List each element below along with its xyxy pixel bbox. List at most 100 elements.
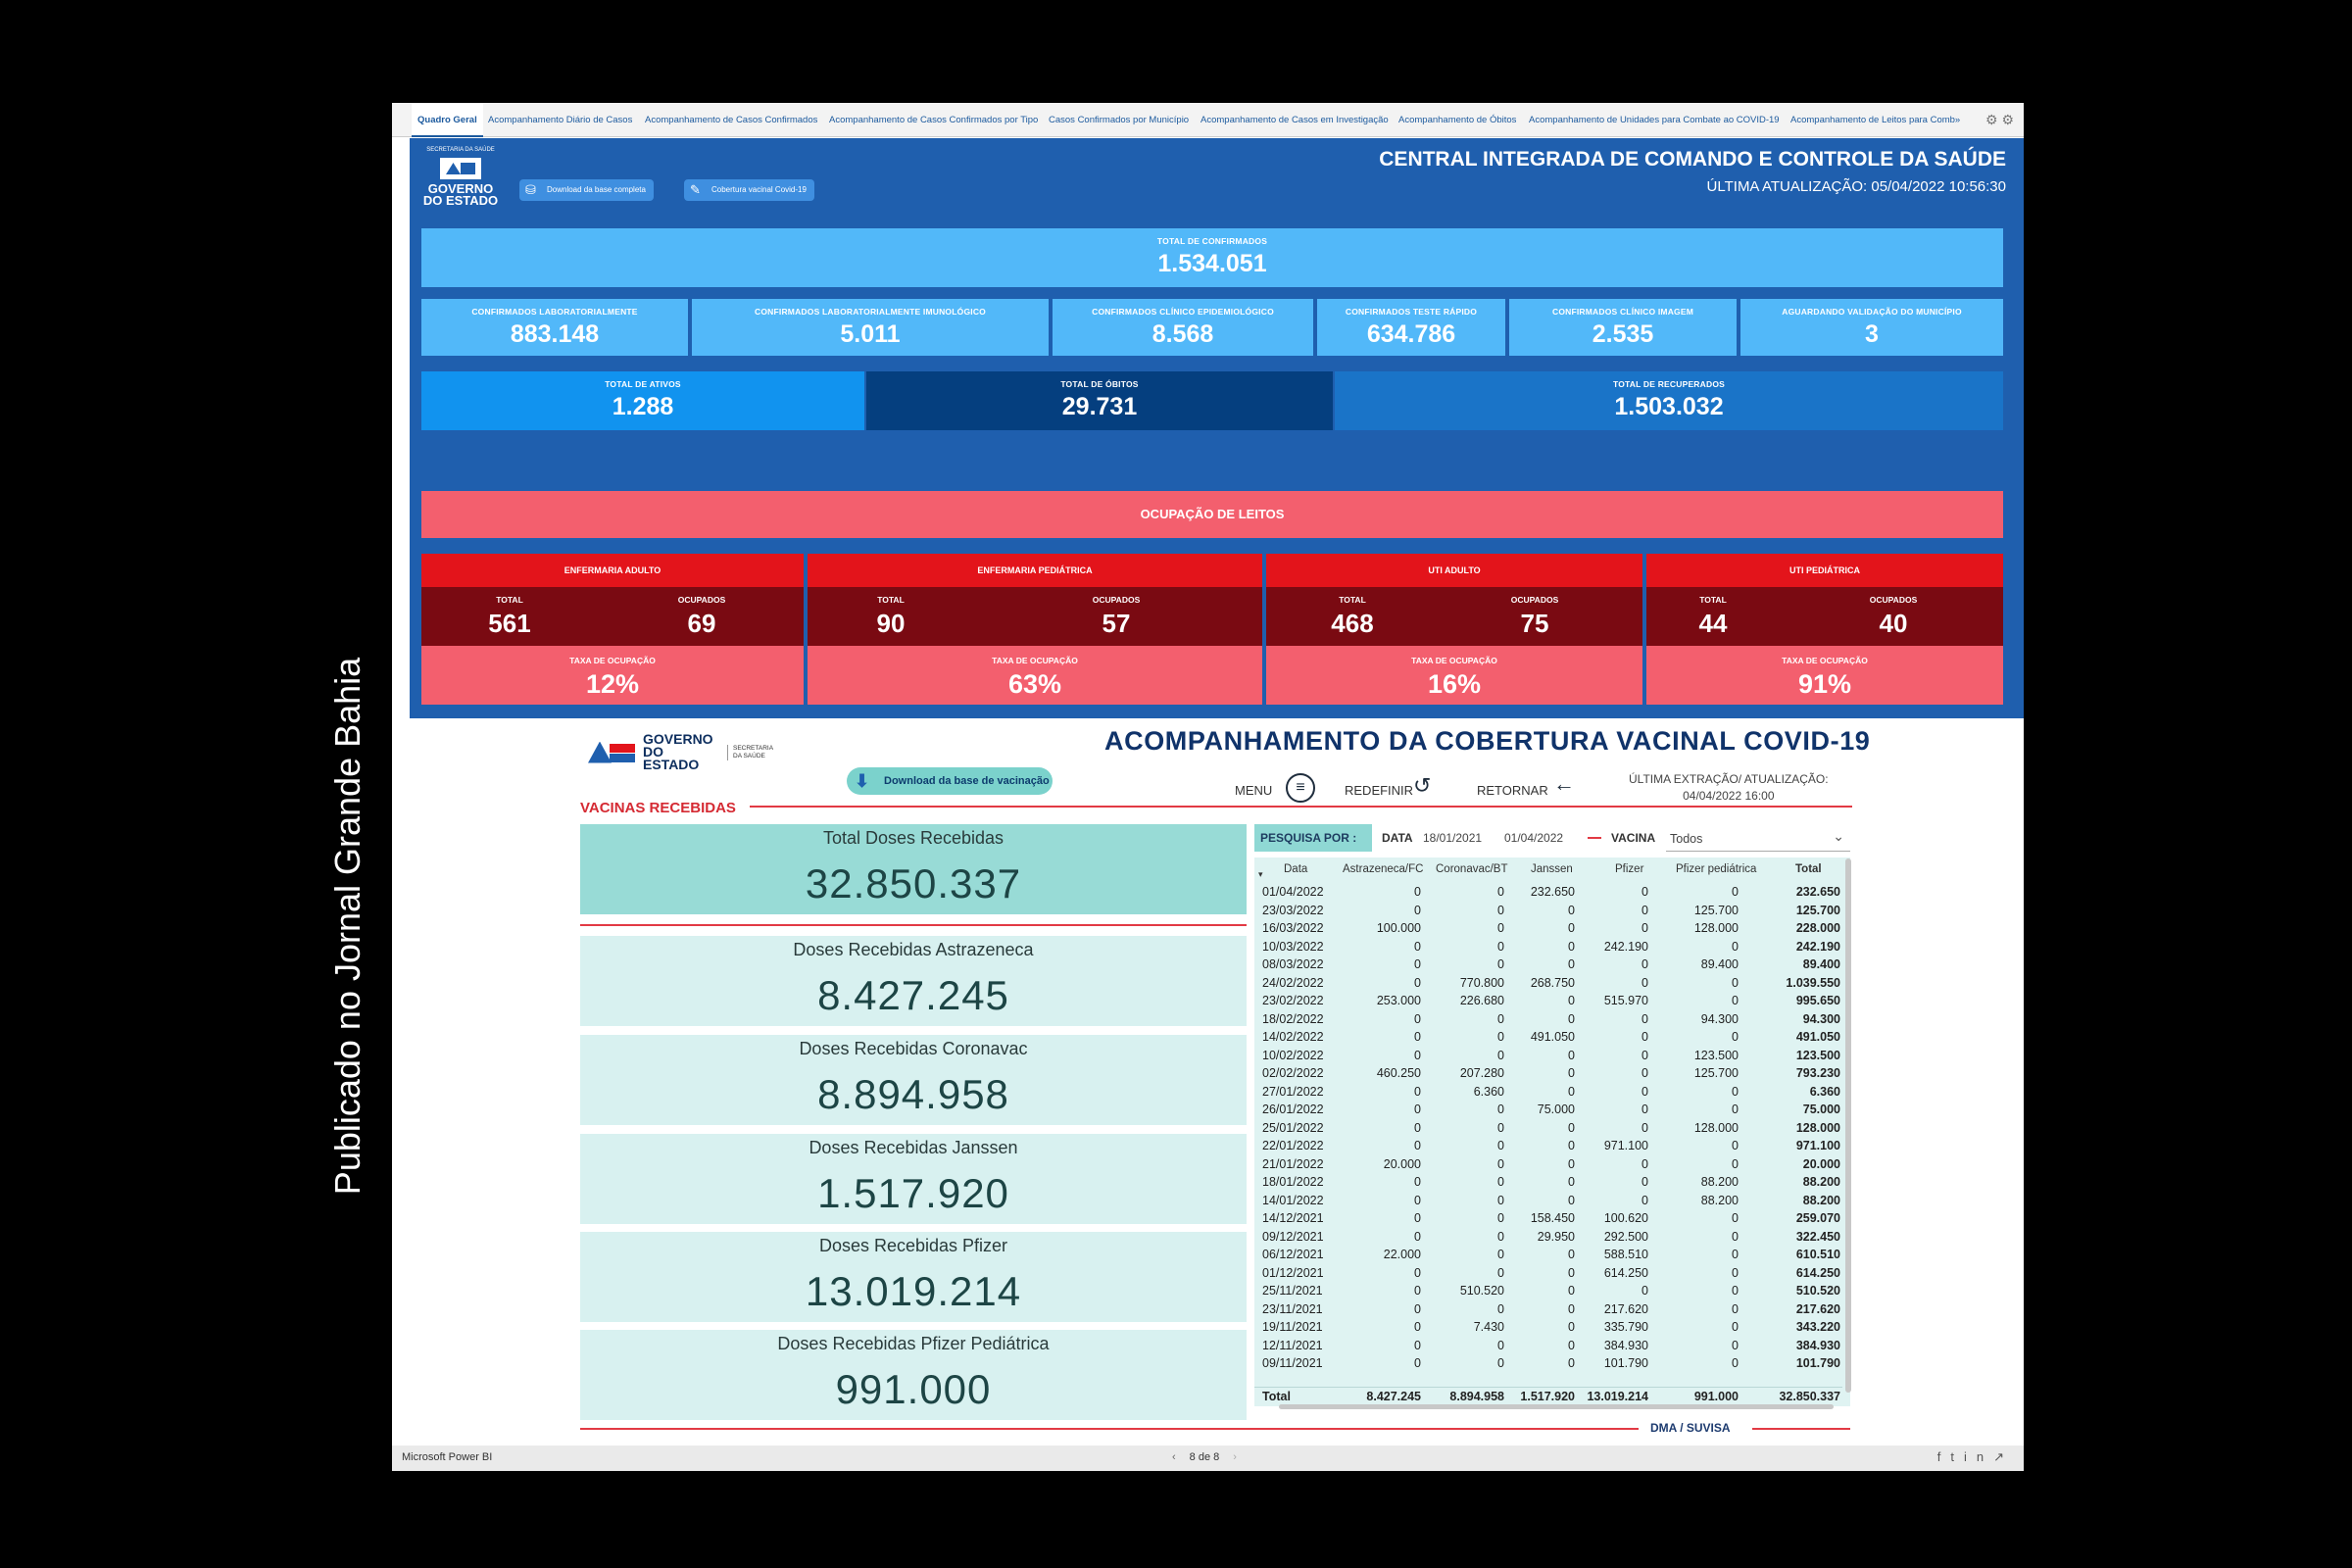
total-astrazeneca: 8.427.245	[1366, 1390, 1421, 1403]
bed-rate-value: 91%	[1797, 669, 1852, 699]
gear-icon[interactable]: ⚙	[1984, 112, 1998, 127]
confirmados-card: CONFIRMADOS LABORATORIALMENTE 883.148	[421, 299, 688, 356]
vacina-dropdown-value: Todos	[1670, 832, 1703, 846]
tab-obitos[interactable]: Acompanhamento de Óbitos	[1398, 115, 1517, 125]
logo-mark-icon	[440, 158, 481, 179]
table-row: 18/02/2022 0 0 0 0 94.300 94.300	[1254, 1012, 1842, 1031]
table-cell: 6.360	[1473, 1084, 1504, 1099]
table-header: Data Astrazeneca/FC Coronavac/BT Janssen…	[1254, 858, 1842, 883]
table-cell: 0	[1497, 1048, 1504, 1062]
reset-icon[interactable]: ↺	[1413, 773, 1432, 798]
chevron-left-icon[interactable]: ‹	[1172, 1451, 1176, 1463]
table-cell: 10/03/2022	[1262, 939, 1324, 954]
table-cell: 0	[1497, 1030, 1504, 1044]
table-cell: 26/01/2022	[1262, 1102, 1324, 1116]
bed-occupied: OCUPADOS 40	[1835, 595, 1952, 639]
tab-por-municipio[interactable]: Casos Confirmados por Município	[1049, 115, 1190, 125]
table-cell: 217.620	[1603, 1301, 1648, 1316]
side-caption: Publicado no Jornal Grande Bahia	[327, 657, 368, 1196]
cobertura-vacinal-button[interactable]: ✎ Cobertura vacinal Covid-19	[684, 179, 814, 201]
bed-occupied: OCUPADOS 69	[643, 595, 760, 639]
table-cell: 0	[1497, 1356, 1504, 1370]
table-cell: 0	[1642, 1156, 1648, 1171]
sort-down-icon[interactable]: ▾	[1258, 869, 1263, 879]
table-cell: 0	[1732, 1284, 1739, 1298]
database-icon: ⛁	[525, 182, 536, 197]
tab-em-investigacao[interactable]: Acompanhamento de Casos em Investigação	[1200, 115, 1389, 125]
table-cell: 0	[1414, 1193, 1421, 1207]
table-cell: 10/02/2022	[1262, 1048, 1324, 1062]
facebook-icon[interactable]: f	[1936, 1449, 1951, 1464]
vacina-dropdown[interactable]: Todos ⌄	[1666, 826, 1850, 852]
syringe-icon: ✎	[690, 182, 701, 197]
confirmados-label: CONFIRMADOS CLÍNICO IMAGEM	[1551, 307, 1694, 317]
logo-governo-text: GOVERNO DO ESTADO	[643, 731, 713, 772]
retornar-label[interactable]: RETORNAR	[1477, 783, 1548, 798]
date-from-input[interactable]: 18/01/2021	[1423, 831, 1483, 845]
confirmados-value: 883.148	[510, 320, 600, 348]
vaccination-title: ACOMPANHAMENTO DA COBERTURA VACINAL COVI…	[1104, 726, 1871, 756]
column-header[interactable]: Astrazeneca/FC	[1343, 863, 1424, 875]
linkedin-icon[interactable]: in	[1963, 1449, 1994, 1464]
table-cell: 0	[1642, 957, 1648, 971]
column-header[interactable]: Pfizer pediátrica	[1676, 863, 1757, 875]
bed-occupied-label: OCUPADOS	[1092, 595, 1141, 605]
divider	[750, 806, 1852, 808]
chevron-right-icon[interactable]: ›	[1233, 1451, 1237, 1463]
table-cell: 16/03/2022	[1262, 921, 1324, 935]
bed-total-label: TOTAL	[1339, 595, 1366, 605]
table-cell: 0	[1568, 1320, 1575, 1334]
table-cell: 94.300	[1802, 1011, 1840, 1026]
bed-total: TOTAL 468	[1294, 595, 1411, 639]
tab-confirmados-por-tipo[interactable]: Acompanhamento de Casos Confirmados por …	[829, 115, 1039, 125]
column-header[interactable]: Coronavac/BT	[1436, 863, 1508, 875]
options-icon[interactable]: ⚙	[2001, 112, 2014, 127]
column-header[interactable]: Data	[1284, 863, 1308, 875]
table-cell: 0	[1414, 1284, 1421, 1298]
table-cell: 0	[1732, 1320, 1739, 1334]
redefinir-label[interactable]: REDEFINIR	[1345, 783, 1414, 798]
table-cell: 125.700	[1693, 1066, 1739, 1080]
tab-unidades-combate[interactable]: Acompanhamento de Unidades para Combate …	[1529, 115, 1780, 125]
table-cell: 995.650	[1795, 994, 1840, 1007]
table-cell: 0	[1414, 1356, 1421, 1370]
column-header[interactable]: Pfizer	[1615, 863, 1644, 875]
menu-label[interactable]: MENU	[1235, 783, 1273, 798]
table-row: 14/02/2022 0 0 491.050 0 0 491.050	[1254, 1030, 1842, 1049]
table-row: 25/01/2022 0 0 0 0 128.000 128.000	[1254, 1121, 1842, 1140]
table-cell: 18/01/2022	[1262, 1175, 1324, 1189]
table-vertical-scrollbar[interactable]	[1845, 858, 1851, 1393]
bed-occupied-label: OCUPADOS	[1510, 595, 1559, 605]
table-cell: 0	[1414, 1338, 1421, 1352]
bed-card-enfermaria-adulto: ENFERMARIA ADULTO TOTAL 561 OCUPADOS 69 TA…	[421, 554, 804, 705]
table-cell: 242.190	[1603, 939, 1648, 954]
dose-card-label: Doses Recebidas Astrazeneca	[793, 940, 1034, 959]
table-row: 24/02/2022 0 770.800 268.750 0 0 1.039.550	[1254, 976, 1842, 995]
share-icon[interactable]: ↗	[1993, 1449, 2014, 1464]
download-vacinacao-button[interactable]: ⬇ Download da base de vacinação	[847, 767, 1053, 795]
download-base-button[interactable]: ⛁ Download da base completa	[519, 179, 654, 201]
column-header[interactable]: Janssen	[1531, 863, 1573, 875]
tab-leitos[interactable]: Acompanhamento de Leitos para Comb»	[1790, 115, 1961, 125]
tab-quadro-geral[interactable]: Quadro Geral	[412, 103, 483, 137]
back-arrow-icon[interactable]: ←	[1553, 771, 1575, 796]
table-cell: 0	[1568, 939, 1575, 954]
tab-acompanhamento-diario[interactable]: Acompanhamento Diário de Casos	[488, 115, 633, 125]
date-to-input[interactable]: 01/04/2022	[1504, 831, 1564, 845]
table-cell: 101.790	[1795, 1356, 1840, 1370]
table-horizontal-scrollbar[interactable]	[1279, 1404, 1834, 1409]
table-cell: 09/11/2021	[1262, 1356, 1323, 1370]
bed-total: TOTAL 561	[451, 595, 568, 639]
search-label: PESQUISA POR :	[1254, 824, 1372, 852]
column-header[interactable]: Total	[1795, 863, 1822, 875]
table-cell: 06/12/2021	[1262, 1248, 1324, 1261]
dose-card-value: 8.894.958	[817, 1071, 1009, 1117]
powerbi-brand: Microsoft Power BI	[402, 1451, 493, 1463]
tab-casos-confirmados[interactable]: Acompanhamento de Casos Confirmados	[645, 115, 818, 125]
twitter-icon[interactable]: t	[1950, 1449, 1964, 1464]
table-cell: 01/12/2021	[1262, 1265, 1324, 1280]
menu-icon[interactable]: ≡	[1286, 773, 1315, 803]
table-cell: 0	[1497, 921, 1504, 935]
table-cell: 0	[1414, 1175, 1421, 1189]
table-row: 23/03/2022 0 0 0 0 125.700 125.700	[1254, 904, 1842, 922]
